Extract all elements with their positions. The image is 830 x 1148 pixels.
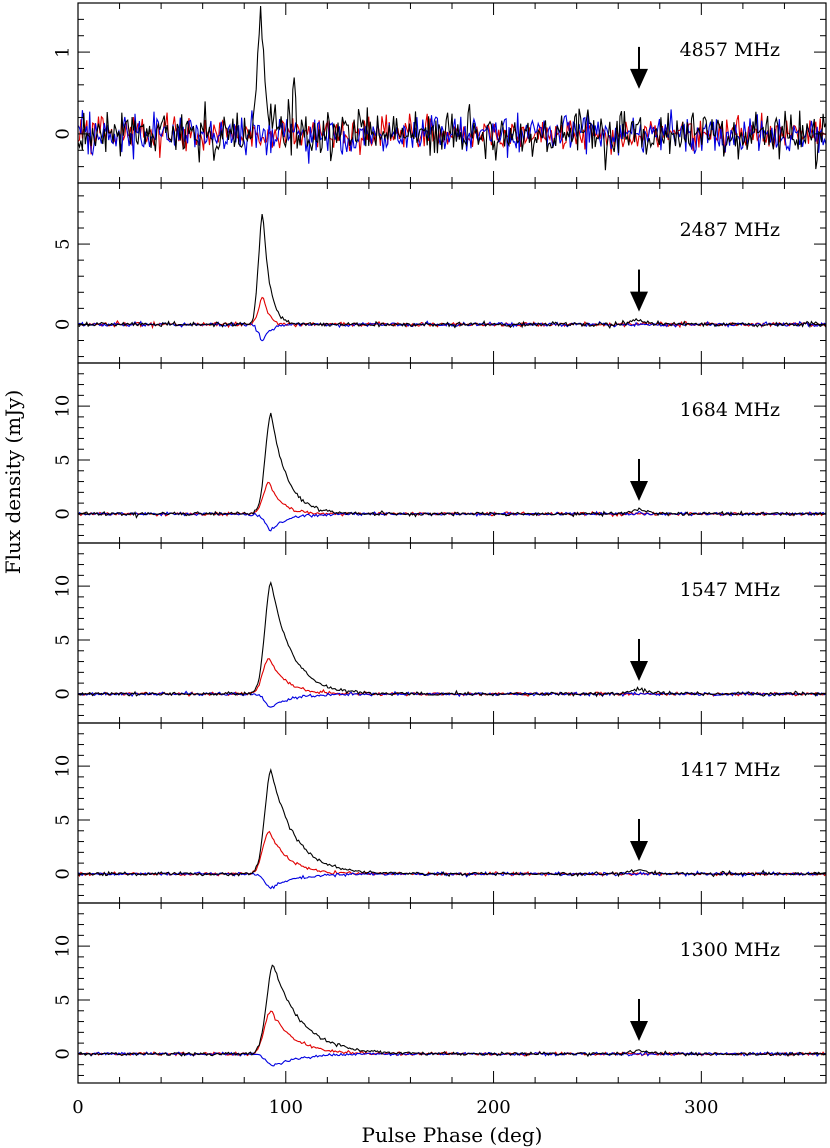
y-tick-label: 10 bbox=[52, 935, 73, 958]
total-intensity-trace bbox=[77, 412, 827, 519]
panels-layer: 0 1 4857 MHz 0 5 2487 MHz 0 5 10 1684 MHz 0 5 10 1547… bbox=[52, 2, 827, 1118]
y-axis-label: Flux density (mJy) bbox=[1, 390, 25, 575]
y-tick-label: 5 bbox=[52, 994, 73, 1005]
panel-3: 0 5 10 1684 MHz bbox=[52, 362, 827, 544]
y-tick-label: 10 bbox=[52, 395, 73, 418]
x-tick-label: 300 bbox=[684, 1097, 718, 1118]
panel-6: 0 5 10 1300 MHz bbox=[52, 902, 827, 1084]
linear-pol-trace bbox=[77, 112, 827, 158]
total-intensity-trace bbox=[77, 964, 826, 1058]
frequency-label: 1684 MHz bbox=[680, 399, 780, 421]
total-intensity-trace bbox=[77, 214, 827, 329]
x-axis-label: Pulse Phase (deg) bbox=[362, 1123, 543, 1147]
panel-frame bbox=[77, 2, 827, 184]
arrow-head bbox=[630, 660, 648, 681]
y-tick-label: 0 bbox=[52, 319, 73, 330]
y-tick-label: 5 bbox=[52, 238, 73, 249]
y-tick-label: 5 bbox=[52, 454, 73, 465]
linear-pol-trace bbox=[77, 1010, 826, 1057]
total-intensity-trace bbox=[77, 580, 827, 698]
frequency-label: 1417 MHz bbox=[680, 759, 780, 781]
y-tick-label: 0 bbox=[52, 688, 73, 699]
panel-frame bbox=[77, 902, 827, 1084]
panel-4: 0 5 10 1547 MHz bbox=[52, 542, 827, 724]
linear-pol-trace bbox=[77, 830, 827, 877]
total-intensity-trace bbox=[77, 767, 827, 878]
panel-frame bbox=[77, 182, 827, 364]
y-tick-label: 0 bbox=[52, 508, 73, 519]
y-tick-label: 0 bbox=[52, 1048, 73, 1059]
arrow-head bbox=[630, 291, 648, 312]
total-intensity-trace bbox=[77, 5, 827, 171]
panel-5: 0 5 10 1417 MHz bbox=[52, 722, 827, 904]
arrow-head bbox=[630, 840, 648, 861]
y-tick-label: 10 bbox=[52, 575, 73, 598]
arrow-head bbox=[630, 1020, 648, 1041]
y-tick-label: 0 bbox=[52, 868, 73, 879]
x-tick-label: 0 bbox=[72, 1097, 83, 1118]
circular-pol-trace bbox=[77, 109, 827, 164]
y-tick-label: 0 bbox=[52, 128, 73, 139]
circular-pol-trace bbox=[77, 320, 827, 342]
linear-pol-trace bbox=[77, 658, 827, 698]
panel-2: 0 5 2487 MHz bbox=[52, 182, 827, 364]
x-tick-label: 100 bbox=[269, 1097, 303, 1118]
x-tick-label: 200 bbox=[476, 1097, 510, 1118]
y-tick-label: 1 bbox=[52, 46, 73, 57]
y-tick-label: 5 bbox=[52, 814, 73, 825]
panel-frame bbox=[77, 362, 827, 544]
frequency-label: 1300 MHz bbox=[680, 939, 780, 961]
arrow-head bbox=[630, 480, 648, 501]
arrow-head bbox=[630, 68, 648, 89]
frequency-label: 4857 MHz bbox=[680, 39, 780, 61]
linear-pol-trace bbox=[77, 481, 827, 518]
frequency-label: 1547 MHz bbox=[680, 579, 780, 601]
y-tick-label: 10 bbox=[52, 755, 73, 778]
y-tick-label: 5 bbox=[52, 634, 73, 645]
frequency-label: 2487 MHz bbox=[680, 219, 780, 241]
panel-1: 0 1 4857 MHz bbox=[52, 2, 827, 184]
